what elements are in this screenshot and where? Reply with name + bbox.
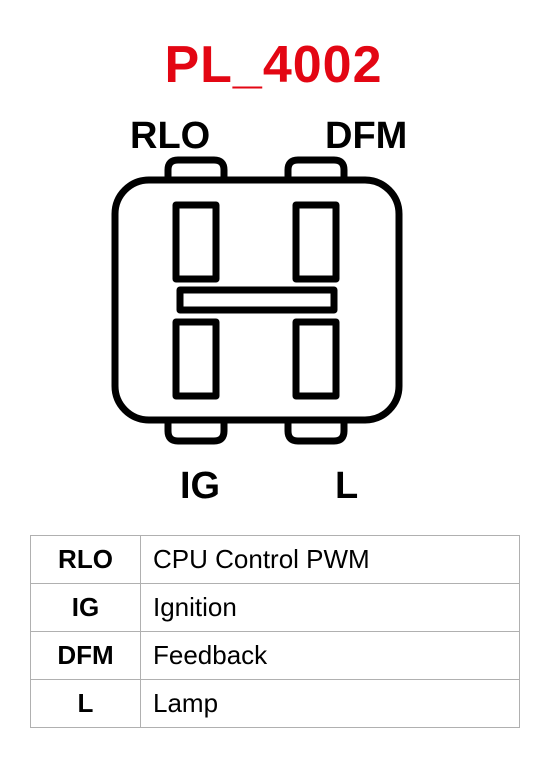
pin-label-ig: IG — [180, 465, 220, 508]
pin-description: Feedback — [141, 632, 520, 680]
pin-code: DFM — [31, 632, 141, 680]
table-row: IGIgnition — [31, 584, 520, 632]
pin-code: IG — [31, 584, 141, 632]
connector-diagram: RLO DFM IG L — [110, 115, 440, 515]
table-row: LLamp — [31, 680, 520, 728]
pin-code: L — [31, 680, 141, 728]
pin-label-l: L — [335, 465, 358, 508]
part-number-title: PL_4002 — [0, 35, 547, 95]
pin-description: Lamp — [141, 680, 520, 728]
pin-description: Ignition — [141, 584, 520, 632]
pin-definition-table: RLOCPU Control PWMIGIgnitionDFMFeedbackL… — [30, 535, 520, 728]
table-row: DFMFeedback — [31, 632, 520, 680]
pin-code: RLO — [31, 536, 141, 584]
pin-description: CPU Control PWM — [141, 536, 520, 584]
table-row: RLOCPU Control PWM — [31, 536, 520, 584]
connector-svg — [110, 150, 410, 460]
